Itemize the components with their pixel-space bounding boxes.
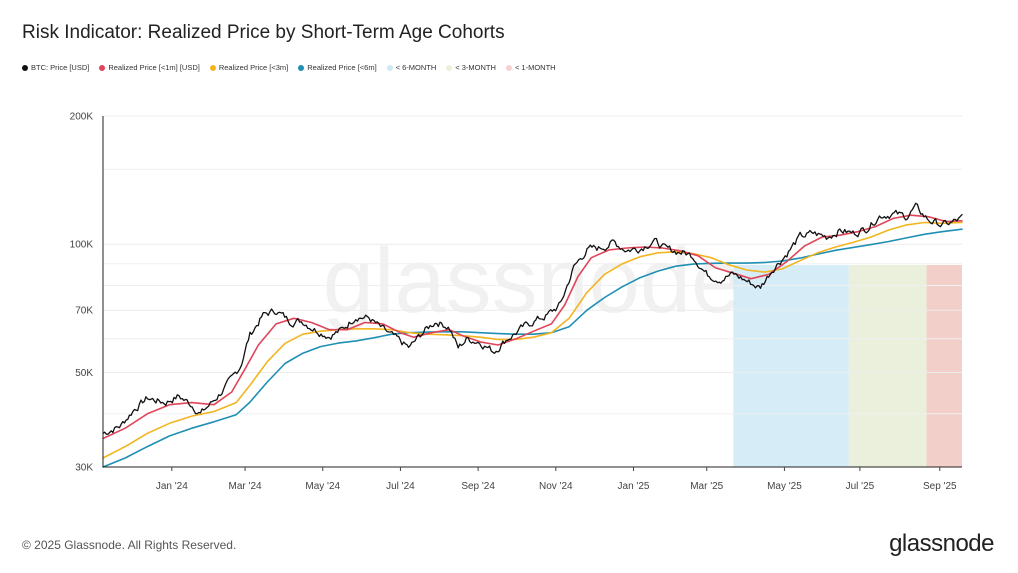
legend-label: < 6-MONTH — [395, 63, 437, 72]
chart-area: glassnode 200K 100K 70K 50K 30K Jan '24 Mar '2… — [70, 112, 963, 492]
chart-title: Risk Indicator: Realized Price by Short-… — [22, 22, 505, 43]
cohort-band — [733, 265, 849, 467]
legend-label: Realized Price [<3m] — [218, 63, 289, 72]
copyright-footer: © 2025 Glassnode. All Rights Reserved. — [22, 538, 237, 552]
cohort-band — [848, 265, 927, 467]
x-tick-label: Mar '24 — [229, 481, 262, 492]
legend-dot-icon — [298, 64, 305, 71]
series-line — [102, 202, 963, 435]
legend-dot-icon — [99, 64, 106, 71]
x-tick-label: Jan '24 — [156, 481, 188, 492]
legend-item[interactable]: < 3-MONTH — [446, 63, 496, 72]
x-tick-label: Jan '25 — [618, 481, 650, 492]
legend-item[interactable]: Realized Price [<3m] — [209, 63, 289, 72]
x-tick-label: Mar '25 — [690, 481, 723, 492]
x-tick-label: May '24 — [305, 481, 340, 492]
series-line — [102, 214, 963, 440]
series-line — [102, 221, 963, 459]
series-line — [102, 228, 963, 468]
legend-item[interactable]: < 6-MONTH — [386, 63, 437, 72]
legend-item[interactable]: Realized Price [<1m] [USD] — [99, 63, 200, 72]
legend-label: BTC: Price [USD] — [31, 63, 90, 72]
legend-label: Realized Price [<1m] [USD] — [108, 63, 200, 72]
legend-item[interactable]: Realized Price [<6m] — [298, 63, 377, 72]
x-tick-label: Jul '24 — [386, 481, 415, 492]
y-tick-label: 200K — [70, 112, 94, 123]
legend-dot-icon — [505, 64, 512, 71]
legend-dot-icon — [386, 64, 393, 71]
legend-item[interactable]: BTC: Price [USD] — [22, 63, 89, 72]
brand-logo: glassnode — [889, 530, 994, 557]
y-tick-label: 100K — [70, 240, 94, 251]
legend-dot-icon — [22, 64, 28, 71]
legend-dot-icon — [209, 64, 216, 71]
legend-label: Realized Price [<6m] — [307, 63, 377, 72]
legend-item[interactable]: < 1-MONTH — [505, 63, 556, 72]
x-tick-label: Sep '25 — [923, 481, 957, 492]
legend-label: < 1-MONTH — [514, 63, 556, 72]
y-tick-label: 50K — [75, 368, 93, 379]
legend-dot-icon — [446, 64, 453, 71]
x-tick-label: May '25 — [767, 481, 802, 492]
y-tick-label: 70K — [75, 306, 93, 317]
x-tick-label: Nov '24 — [539, 481, 573, 492]
x-tick-label: Sep '24 — [461, 481, 495, 492]
chart-legend: BTC: Price [USD] Realized Price [<1m] [US… — [22, 63, 556, 72]
cohort-band — [926, 265, 962, 467]
legend-label: < 3-MONTH — [455, 63, 496, 72]
watermark-text: glassnode — [323, 230, 742, 332]
y-tick-label: 30K — [75, 463, 93, 474]
x-tick-label: Jul '25 — [846, 481, 875, 492]
